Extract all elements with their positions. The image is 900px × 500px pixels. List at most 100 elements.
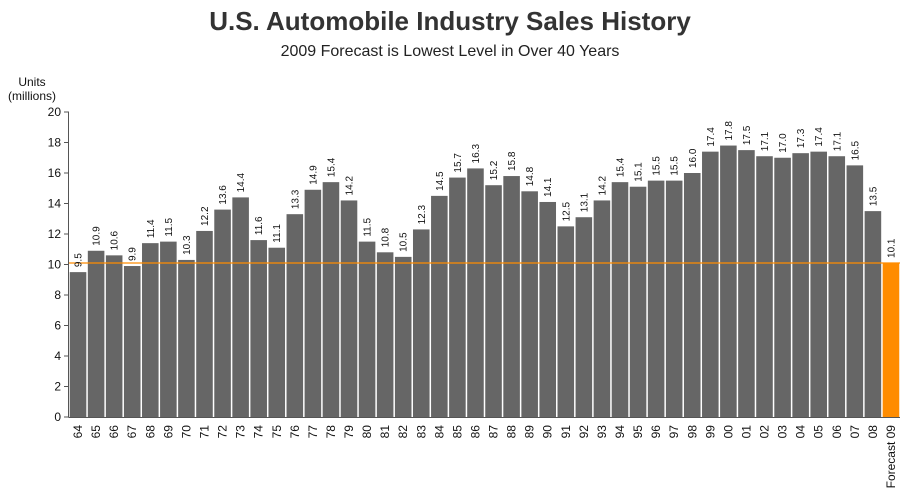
bar — [702, 151, 719, 417]
bar — [394, 256, 412, 417]
bar — [720, 145, 737, 418]
x-tick-label: 82 — [396, 425, 410, 439]
x-tick-label: 00 — [721, 425, 735, 439]
data-label: 17.3 — [796, 128, 807, 148]
data-label: 11.5 — [164, 217, 175, 236]
data-label: 11.5 — [363, 217, 374, 236]
x-tick-label: 05 — [812, 425, 826, 439]
bar — [846, 165, 864, 417]
x-tick-label: 81 — [378, 425, 392, 439]
x-tick-label: 94 — [613, 425, 627, 439]
x-tick-label: 70 — [179, 425, 193, 439]
data-label: 11.6 — [254, 216, 265, 235]
bar — [665, 180, 683, 417]
x-tick-label: 79 — [342, 425, 356, 439]
data-label: 16.5 — [850, 140, 861, 160]
x-tick-label: 78 — [324, 425, 338, 439]
data-label: 13.5 — [868, 186, 879, 206]
y-tick-label: 20 — [48, 105, 62, 119]
y-tick-label: 6 — [54, 319, 61, 333]
data-label: 10.1 — [886, 238, 897, 258]
bar — [593, 200, 611, 417]
bar — [629, 186, 647, 417]
y-tick-label: 12 — [48, 227, 62, 241]
data-label: 15.8 — [507, 151, 518, 171]
data-label: 13.6 — [218, 185, 229, 205]
bar — [539, 201, 557, 417]
bar — [69, 272, 87, 417]
bar — [250, 240, 267, 417]
data-label: 12.5 — [561, 201, 572, 221]
data-label: 9.9 — [128, 247, 139, 261]
data-label: 15.7 — [453, 153, 464, 173]
y-tick-label: 14 — [48, 197, 62, 211]
data-label: 14.9 — [308, 165, 319, 185]
x-tick-label: 74 — [252, 425, 266, 439]
data-label: 15.5 — [670, 156, 681, 176]
data-label: 17.5 — [742, 125, 753, 145]
bar — [340, 200, 358, 417]
x-tick-label: 73 — [234, 425, 248, 439]
x-tick-label: 93 — [595, 425, 609, 439]
x-tick-label: 98 — [685, 425, 699, 439]
bar — [683, 173, 701, 417]
x-tick-label: 02 — [758, 425, 772, 439]
x-tick-label: 76 — [288, 425, 302, 439]
bar — [467, 168, 484, 417]
bar — [575, 217, 593, 417]
bar — [864, 211, 882, 417]
y-tick-label: 16 — [48, 166, 62, 180]
data-label: 10.5 — [399, 232, 410, 252]
bar — [304, 189, 322, 417]
x-tick-label: 84 — [432, 425, 446, 439]
x-tick-label: 67 — [125, 425, 139, 439]
x-tick-label: 85 — [450, 425, 464, 439]
data-label: 10.8 — [381, 227, 392, 247]
x-tick-label: 06 — [830, 425, 844, 439]
data-label: 17.1 — [760, 131, 771, 151]
x-tick-label: 99 — [703, 425, 717, 439]
data-label: 10.9 — [92, 226, 103, 246]
bar — [286, 214, 304, 417]
y-tick-label: 8 — [54, 288, 61, 302]
bar — [882, 262, 900, 417]
x-tick-label: 97 — [667, 425, 681, 439]
bar — [376, 252, 394, 417]
x-tick-label: 89 — [523, 425, 537, 439]
chart-title: U.S. Automobile Industry Sales History — [209, 6, 691, 36]
bar — [214, 209, 231, 417]
bar — [431, 195, 448, 417]
bar — [647, 180, 665, 417]
data-label: 17.1 — [832, 131, 843, 151]
x-tick-label: 69 — [161, 425, 175, 439]
bar — [557, 226, 575, 417]
x-tick-label: 01 — [739, 425, 753, 439]
data-label: 14.5 — [435, 171, 446, 191]
x-tick-label: 66 — [107, 425, 121, 439]
x-tick-label: 68 — [143, 425, 157, 439]
y-tick-label: 2 — [54, 380, 61, 394]
bar — [828, 156, 846, 417]
bar — [756, 156, 773, 417]
data-label: 16.0 — [688, 148, 699, 168]
x-tick-label: 80 — [360, 425, 374, 439]
data-label: 14.1 — [543, 177, 554, 197]
x-tick-label: 65 — [89, 425, 103, 439]
bar — [178, 259, 195, 417]
x-tick-label: 71 — [197, 425, 211, 439]
x-tick-label: 87 — [487, 425, 501, 439]
bar — [322, 182, 340, 417]
bar — [485, 185, 502, 417]
data-label: 13.3 — [290, 189, 301, 209]
bar — [358, 241, 376, 417]
data-label: 14.2 — [597, 176, 608, 196]
data-label: 10.6 — [110, 230, 121, 250]
data-label: 15.4 — [326, 157, 337, 177]
y-axis-label: Units (millions) — [2, 75, 62, 103]
data-label: 15.5 — [652, 156, 663, 176]
bar — [611, 182, 629, 417]
data-label: 14.8 — [525, 166, 536, 186]
bar — [232, 197, 249, 417]
x-tick-label: 72 — [216, 425, 230, 439]
